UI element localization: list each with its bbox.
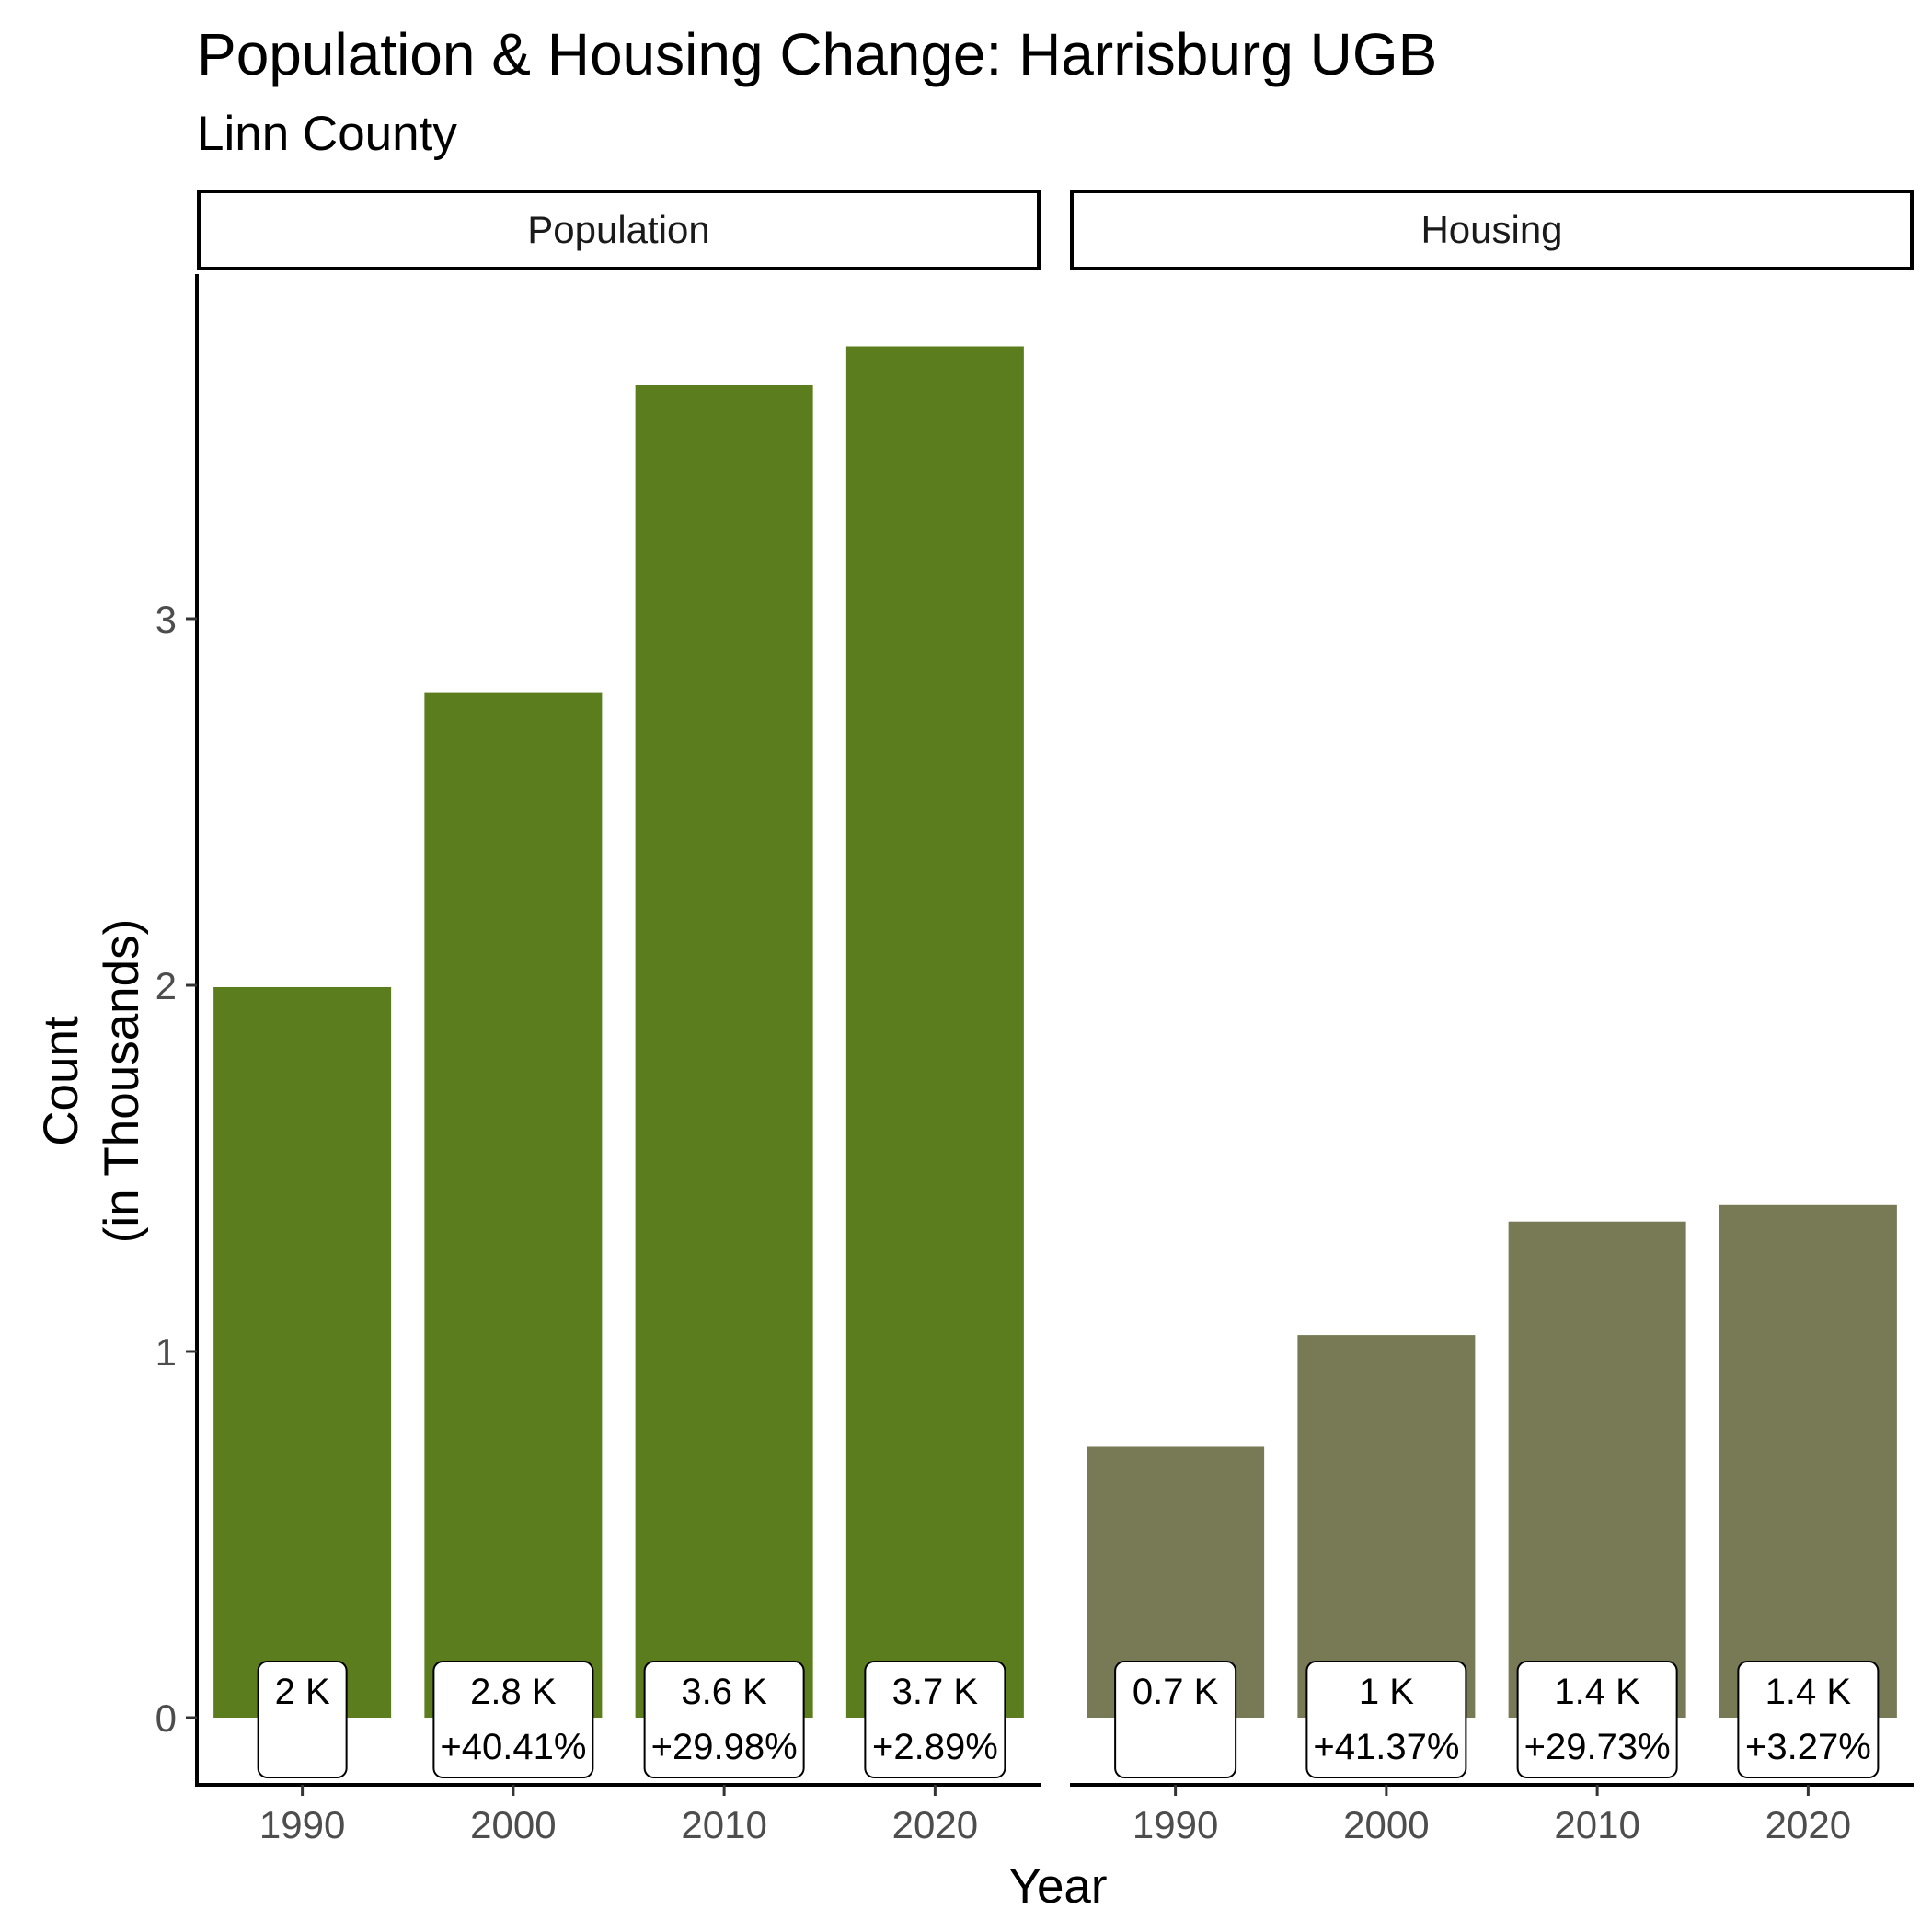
x-tick-label: 2020	[1765, 1803, 1851, 1846]
x-tick-label: 1990	[259, 1803, 345, 1846]
panel-population: Population 2 K 2.8 K +40.41% 3.6 K +29.98% 3.7…	[155, 190, 1041, 1846]
x-tick-label: 2000	[1343, 1803, 1429, 1846]
facet-strip-label: Population	[527, 208, 710, 251]
x-tick-label: 2020	[892, 1803, 978, 1846]
label-change: +40.41%	[440, 1727, 586, 1767]
bar-value-label: 1.4 K +3.27%	[1737, 1661, 1880, 1778]
label-value: 3.6 K	[681, 1672, 767, 1712]
label-value: 2.8 K	[470, 1672, 557, 1712]
bar-value-label: 3.6 K +29.98%	[643, 1661, 805, 1778]
label-change: +29.73%	[1524, 1727, 1671, 1767]
y-tick-label: 3	[155, 598, 177, 641]
panel-housing: Housing 0.7 K 1 K +41.37% 1.4 K +29.73% 1.4 K +…	[1070, 190, 1914, 1846]
label-box	[1516, 1661, 1678, 1778]
x-axis-title: Year	[1008, 1859, 1107, 1914]
label-change: +41.37%	[1313, 1727, 1459, 1767]
label-value: 1 K	[1359, 1672, 1414, 1712]
label-change: +2.89%	[872, 1727, 998, 1767]
facet-strip-label: Housing	[1420, 208, 1562, 251]
y-tick-label: 1	[155, 1330, 177, 1374]
label-box	[432, 1661, 594, 1778]
label-value: 0.7 K	[1133, 1672, 1219, 1712]
label-box	[864, 1661, 1006, 1778]
chart-panels: Population 2 K 2.8 K +40.41% 3.6 K +29.98% 3.7…	[155, 190, 1914, 1846]
label-value: 2 K	[275, 1672, 330, 1712]
label-change: +3.27%	[1745, 1727, 1871, 1767]
bar	[845, 346, 1024, 1718]
facet-strip	[197, 190, 1041, 270]
x-tick-label: 2010	[681, 1803, 766, 1846]
y-tick-label: 0	[155, 1696, 177, 1740]
chart-title: Population & Housing Change: Harrisburg …	[197, 21, 1438, 87]
label-value: 3.7 K	[892, 1672, 979, 1712]
bar-value-label: 2.8 K +40.41%	[432, 1661, 594, 1778]
label-box	[643, 1661, 805, 1778]
y-axis-title: Count (in Thousands)	[34, 919, 149, 1244]
bar	[213, 986, 392, 1718]
bar-value-label: 0.7 K	[1114, 1661, 1237, 1778]
label-value: 1.4 K	[1554, 1672, 1640, 1712]
bar	[424, 692, 603, 1718]
chart-subtitle: Linn County	[197, 107, 457, 161]
label-value: 1.4 K	[1765, 1672, 1852, 1712]
label-box	[1114, 1661, 1237, 1778]
bar-value-label: 2 K	[257, 1661, 348, 1778]
bar	[635, 385, 813, 1718]
bar	[1719, 1204, 1897, 1718]
bar	[1297, 1335, 1476, 1718]
label-box	[1737, 1661, 1880, 1778]
label-change: +29.98%	[651, 1727, 798, 1767]
y-axis-title-line-2: (in Thousands)	[95, 919, 149, 1244]
facet-strip	[1070, 190, 1914, 270]
bar	[1508, 1221, 1686, 1718]
label-box	[1305, 1661, 1467, 1778]
y-axis-title-line-1: Count	[34, 1016, 88, 1146]
bar-value-label: 1 K +41.37%	[1305, 1661, 1467, 1778]
x-tick-label: 1990	[1133, 1803, 1218, 1846]
bar-value-label: 1.4 K +29.73%	[1516, 1661, 1678, 1778]
label-box	[257, 1661, 348, 1778]
x-tick-label: 2000	[470, 1803, 556, 1846]
y-tick-label: 2	[155, 964, 177, 1007]
bar-value-label: 3.7 K +2.89%	[864, 1661, 1006, 1778]
x-tick-label: 2010	[1554, 1803, 1639, 1846]
